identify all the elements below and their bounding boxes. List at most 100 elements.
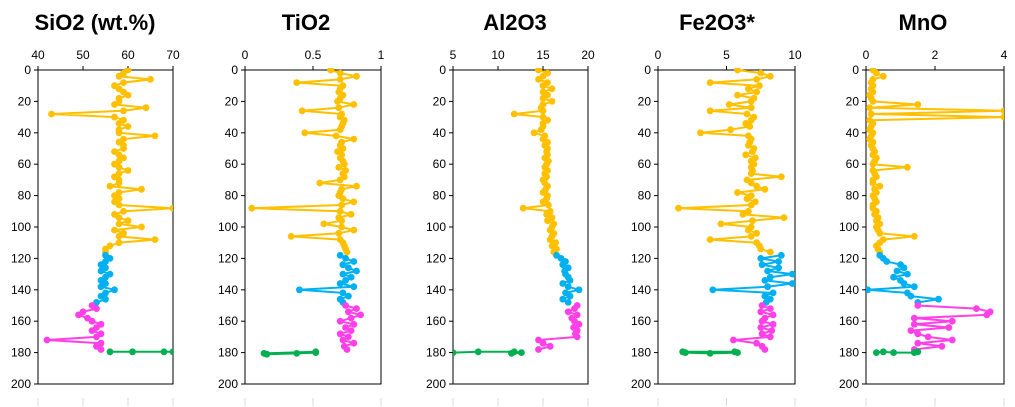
data-point-blue: [336, 251, 344, 259]
data-point-yellow: [879, 72, 887, 80]
y-tick-label: 180: [631, 346, 651, 360]
data-point-blue: [336, 280, 344, 287]
data-point-green: [508, 350, 515, 357]
data-point-magenta: [769, 320, 777, 328]
data-point-green: [890, 349, 897, 356]
data-point-yellow: [543, 211, 550, 218]
y-tick-label: 0: [231, 63, 238, 77]
panel-sio2-wt: SiO2 (wt.%) 40 50 60 70 0 20 40 60 80 100 120 140 160…: [11, 10, 180, 406]
data-point-magenta: [350, 339, 358, 347]
data-point-blue: [566, 292, 574, 300]
data-point-magenta: [339, 336, 347, 344]
data-point-yellow: [124, 167, 132, 174]
y-tick-label: 100: [426, 220, 446, 234]
data-point-yellow: [115, 120, 123, 127]
data-point-green: [129, 348, 136, 356]
data-point-yellow: [336, 207, 344, 215]
y-tick-label: 100: [631, 220, 651, 234]
data-point-magenta: [564, 308, 572, 316]
y-tick-label: 80: [225, 189, 239, 203]
data-point-yellow: [766, 248, 774, 256]
data-point-blue: [111, 286, 118, 294]
data-point-blue: [347, 273, 355, 281]
data-point-yellow: [876, 229, 884, 237]
data-point-green: [706, 350, 714, 357]
data-point-yellow: [350, 198, 358, 206]
data-point-magenta: [357, 311, 364, 319]
panel-title: Fe2O3*: [679, 10, 755, 35]
data-point-blue: [339, 270, 347, 278]
data-point-green: [474, 348, 482, 356]
data-point-blue: [907, 292, 915, 300]
data-point-yellow: [115, 201, 123, 209]
data-point-yellow: [747, 233, 755, 240]
data-point-yellow: [124, 123, 132, 130]
x-tick-label: 60: [121, 48, 135, 62]
data-point-blue: [102, 295, 109, 303]
data-point-yellow: [335, 229, 343, 237]
data-point-yellow: [747, 179, 755, 187]
data-point-magenta: [758, 330, 766, 338]
y-tick-label: 160: [426, 314, 446, 328]
data-point-yellow: [539, 94, 547, 102]
data-point-yellow: [675, 204, 682, 212]
data-point-yellow: [519, 204, 527, 212]
series-line-green: [263, 350, 316, 356]
data-point-magenta: [97, 346, 105, 353]
x-tick-label: 10: [491, 48, 505, 62]
data-point-yellow: [338, 223, 345, 231]
data-point-yellow: [780, 214, 788, 222]
data-point-blue: [890, 273, 897, 281]
data-point-yellow: [350, 226, 358, 234]
data-point-magenta: [948, 336, 956, 344]
data-point-yellow: [106, 182, 114, 190]
data-layer: [453, 68, 583, 357]
data-point-yellow: [336, 69, 344, 77]
x-tick-label: 4: [1001, 48, 1008, 62]
data-point-yellow: [335, 163, 343, 171]
data-point-yellow: [353, 72, 360, 80]
data-point-yellow: [537, 126, 545, 134]
x-tick-label: 20: [581, 48, 595, 62]
y-tick-label: 20: [225, 94, 239, 108]
data-point-blue: [709, 286, 717, 294]
data-point-yellow: [340, 160, 348, 168]
data-point-yellow: [138, 185, 145, 193]
data-point-yellow: [725, 101, 733, 108]
data-point-yellow: [869, 98, 877, 105]
data-point-magenta: [535, 346, 542, 353]
data-point-yellow: [742, 151, 750, 159]
data-point-yellow: [115, 233, 123, 240]
data-point-yellow: [115, 220, 123, 228]
data-point-yellow: [869, 160, 877, 168]
data-point-yellow: [115, 179, 123, 187]
data-point-blue: [350, 283, 358, 291]
data-point-yellow: [138, 223, 145, 231]
data-point-yellow: [743, 195, 751, 203]
data-point-yellow: [111, 101, 118, 108]
y-tick-label: 180: [11, 346, 31, 360]
data-point-yellow: [293, 79, 301, 86]
y-tick-label: 200: [218, 377, 238, 391]
data-point-yellow: [756, 82, 763, 90]
data-point-yellow: [353, 182, 360, 190]
data-point-yellow: [316, 179, 324, 187]
data-point-yellow: [343, 248, 351, 256]
data-point-blue: [910, 283, 918, 291]
data-point-magenta: [757, 324, 765, 331]
data-point-magenta: [573, 311, 581, 319]
data-point-yellow: [115, 214, 123, 222]
y-tick-label: 40: [433, 126, 447, 140]
data-point-blue: [893, 267, 901, 275]
x-tick-label: 50: [76, 48, 90, 62]
data-point-yellow: [120, 79, 127, 86]
data-point-magenta: [766, 333, 774, 341]
data-point-magenta: [88, 317, 96, 325]
data-point-yellow: [320, 220, 328, 228]
data-point-yellow: [48, 110, 55, 118]
data-point-yellow: [530, 129, 538, 137]
data-point-yellow: [248, 204, 256, 212]
data-point-magenta: [539, 339, 547, 347]
data-point-magenta: [757, 308, 765, 316]
data-point-yellow: [347, 211, 355, 218]
